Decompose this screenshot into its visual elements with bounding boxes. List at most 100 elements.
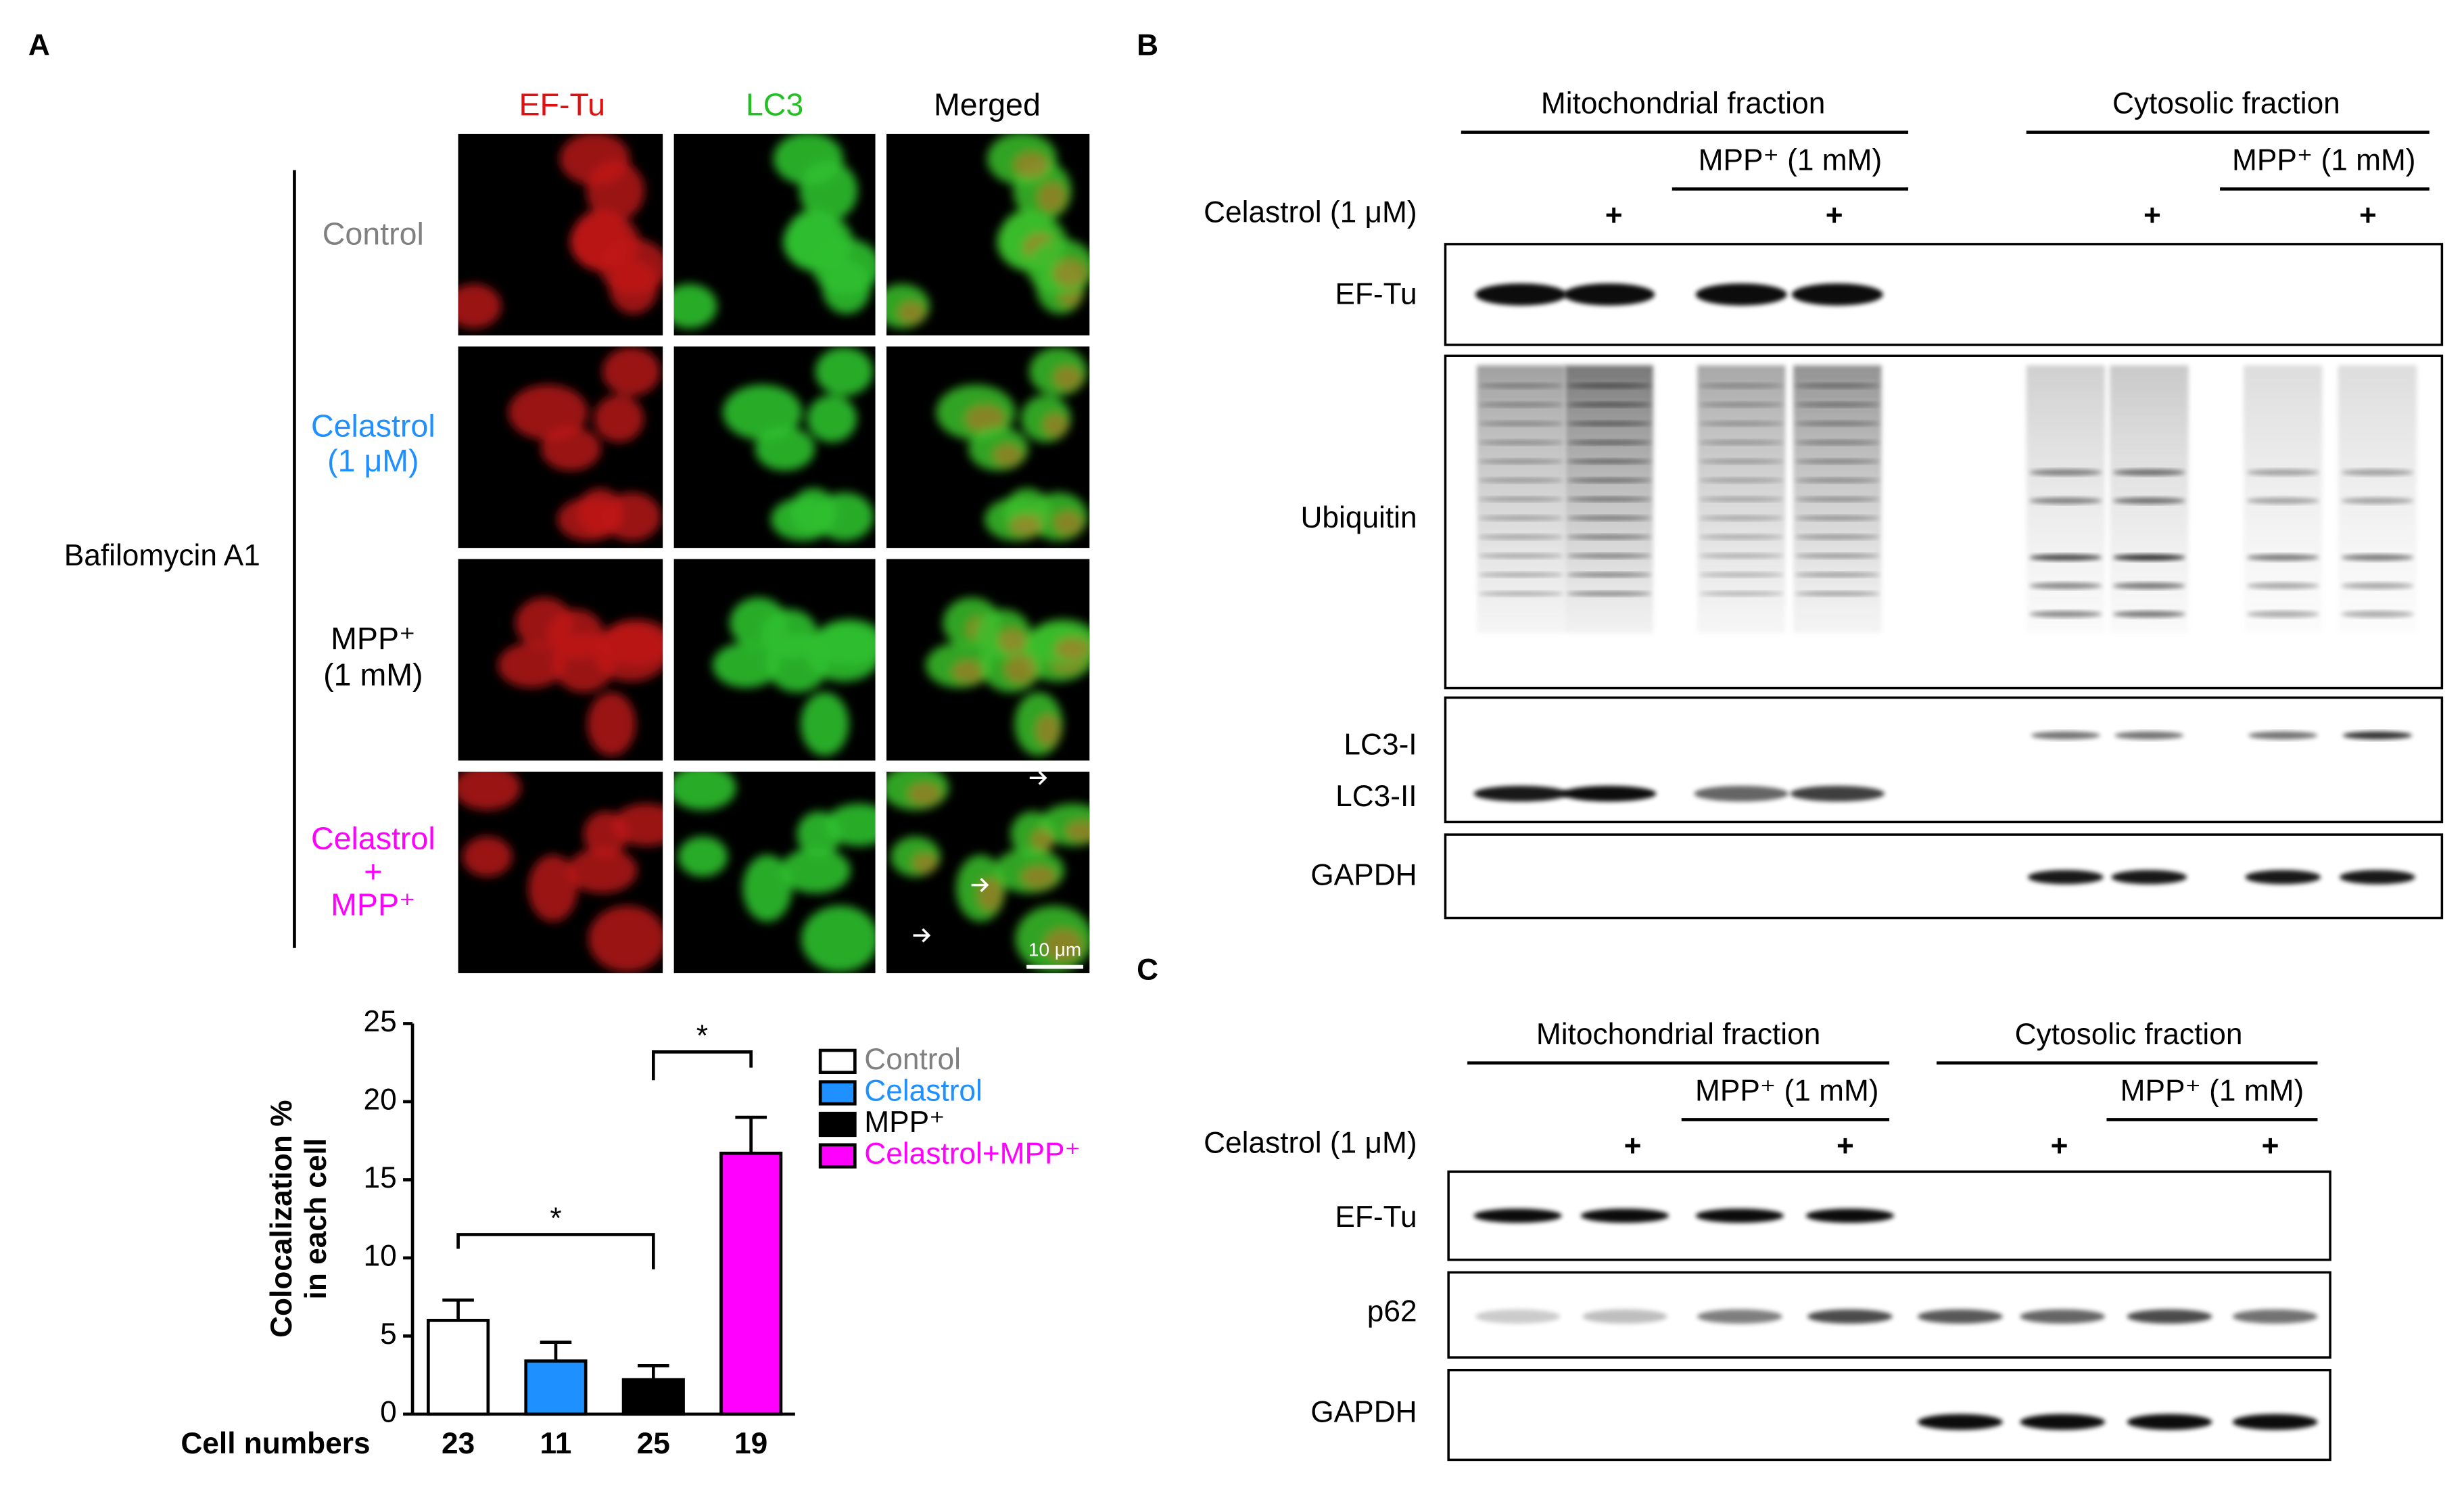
y-tick-label: 5	[380, 1317, 397, 1351]
cell	[813, 619, 876, 665]
band	[1699, 421, 1784, 426]
band	[2246, 469, 2319, 476]
legend-swatch	[818, 1048, 857, 1074]
cell	[587, 692, 636, 756]
cell	[602, 347, 661, 396]
band	[1795, 383, 1880, 388]
micrograph	[673, 771, 876, 973]
cells	[458, 133, 663, 329]
cell	[1030, 828, 1053, 852]
image-separators	[458, 133, 1090, 975]
cell	[528, 854, 578, 922]
bar	[719, 1151, 783, 1416]
band	[1566, 383, 1652, 388]
mpp-label: MPP⁺ (1 mM)	[1699, 144, 1882, 177]
micrograph	[673, 133, 876, 335]
blot-frame	[1447, 1368, 2331, 1462]
cell	[770, 498, 834, 541]
significance-bracket	[456, 1233, 655, 1269]
band	[1918, 1413, 2003, 1430]
cell	[755, 427, 815, 471]
band	[1699, 572, 1784, 578]
cell	[1043, 413, 1068, 437]
band	[1699, 402, 1784, 407]
band	[1795, 496, 1880, 502]
y-tick-label: 10	[364, 1240, 397, 1273]
x-axis-label: Cell numbers	[181, 1427, 370, 1460]
plus-sign: +	[1826, 199, 1843, 232]
cell	[712, 642, 780, 688]
cell	[541, 427, 601, 471]
band	[1566, 515, 1652, 521]
band	[1473, 785, 1569, 802]
cell	[567, 847, 638, 893]
cell	[742, 854, 792, 922]
cell	[1053, 511, 1083, 536]
band	[1478, 440, 1564, 445]
blot-label: Ubiquitin	[1300, 501, 1417, 534]
band	[1697, 1309, 1782, 1324]
band	[1795, 459, 1880, 464]
significance-mark: *	[550, 1202, 561, 1235]
band	[1795, 572, 1880, 578]
cell	[1055, 637, 1090, 660]
cell	[722, 384, 803, 440]
band	[1566, 421, 1652, 426]
cells	[673, 771, 876, 973]
plus-sign: +	[2359, 199, 2377, 232]
row-label: MPP⁺	[331, 887, 415, 922]
band	[1699, 553, 1784, 559]
blot-label: EF-Tu	[1335, 277, 1417, 310]
band	[2112, 611, 2185, 617]
band	[2127, 1413, 2212, 1430]
band	[2029, 554, 2102, 561]
cell	[801, 906, 876, 973]
micrograph	[886, 133, 1090, 335]
plus-sign: +	[1605, 199, 1623, 232]
panel-label: A	[28, 29, 50, 62]
blot-label: p62	[1367, 1295, 1417, 1328]
celastrol-label: Celastrol (1 μM)	[1204, 195, 1417, 229]
cell	[1053, 258, 1087, 287]
cell	[1053, 365, 1083, 390]
band	[1795, 591, 1880, 597]
band	[2341, 497, 2414, 505]
treatment-label: Bafilomycin A1	[64, 539, 260, 572]
band	[1478, 402, 1564, 407]
band	[2112, 554, 2185, 561]
cells	[925, 597, 1090, 756]
cell	[801, 692, 849, 756]
row-label: (1 mM)	[323, 657, 423, 693]
scale-bar-label: 10 μm	[1028, 939, 1081, 960]
band	[1791, 283, 1883, 306]
category-label: 25	[637, 1427, 670, 1460]
band	[2246, 554, 2319, 561]
band	[1699, 383, 1784, 388]
cells	[936, 347, 1088, 541]
micrograph	[458, 346, 663, 548]
row-label: Celastrol	[311, 821, 435, 856]
cell	[965, 404, 1005, 433]
band	[2111, 870, 2187, 885]
band	[2341, 554, 2414, 561]
cell	[559, 133, 630, 185]
y-tick-label: 20	[364, 1083, 397, 1117]
band	[1566, 553, 1652, 559]
legend-label: Control	[864, 1043, 961, 1076]
cell	[912, 852, 938, 873]
row-label: Control	[323, 216, 424, 252]
panel-b: B Mitochondrial fraction Cytosolic fractio…	[1137, 29, 2444, 920]
blot-label: GAPDH	[1310, 859, 1417, 892]
band	[1566, 496, 1652, 502]
band	[1563, 283, 1655, 306]
band	[2341, 611, 2414, 617]
significance-bracket	[651, 1050, 753, 1081]
row-label: (1 μM)	[327, 443, 419, 478]
separator	[458, 548, 1090, 559]
plus-sign: +	[2143, 199, 2161, 232]
blot-label: GAPDH	[1310, 1396, 1417, 1429]
cell	[977, 877, 1003, 912]
cell	[773, 133, 844, 185]
band	[1582, 1309, 1667, 1324]
